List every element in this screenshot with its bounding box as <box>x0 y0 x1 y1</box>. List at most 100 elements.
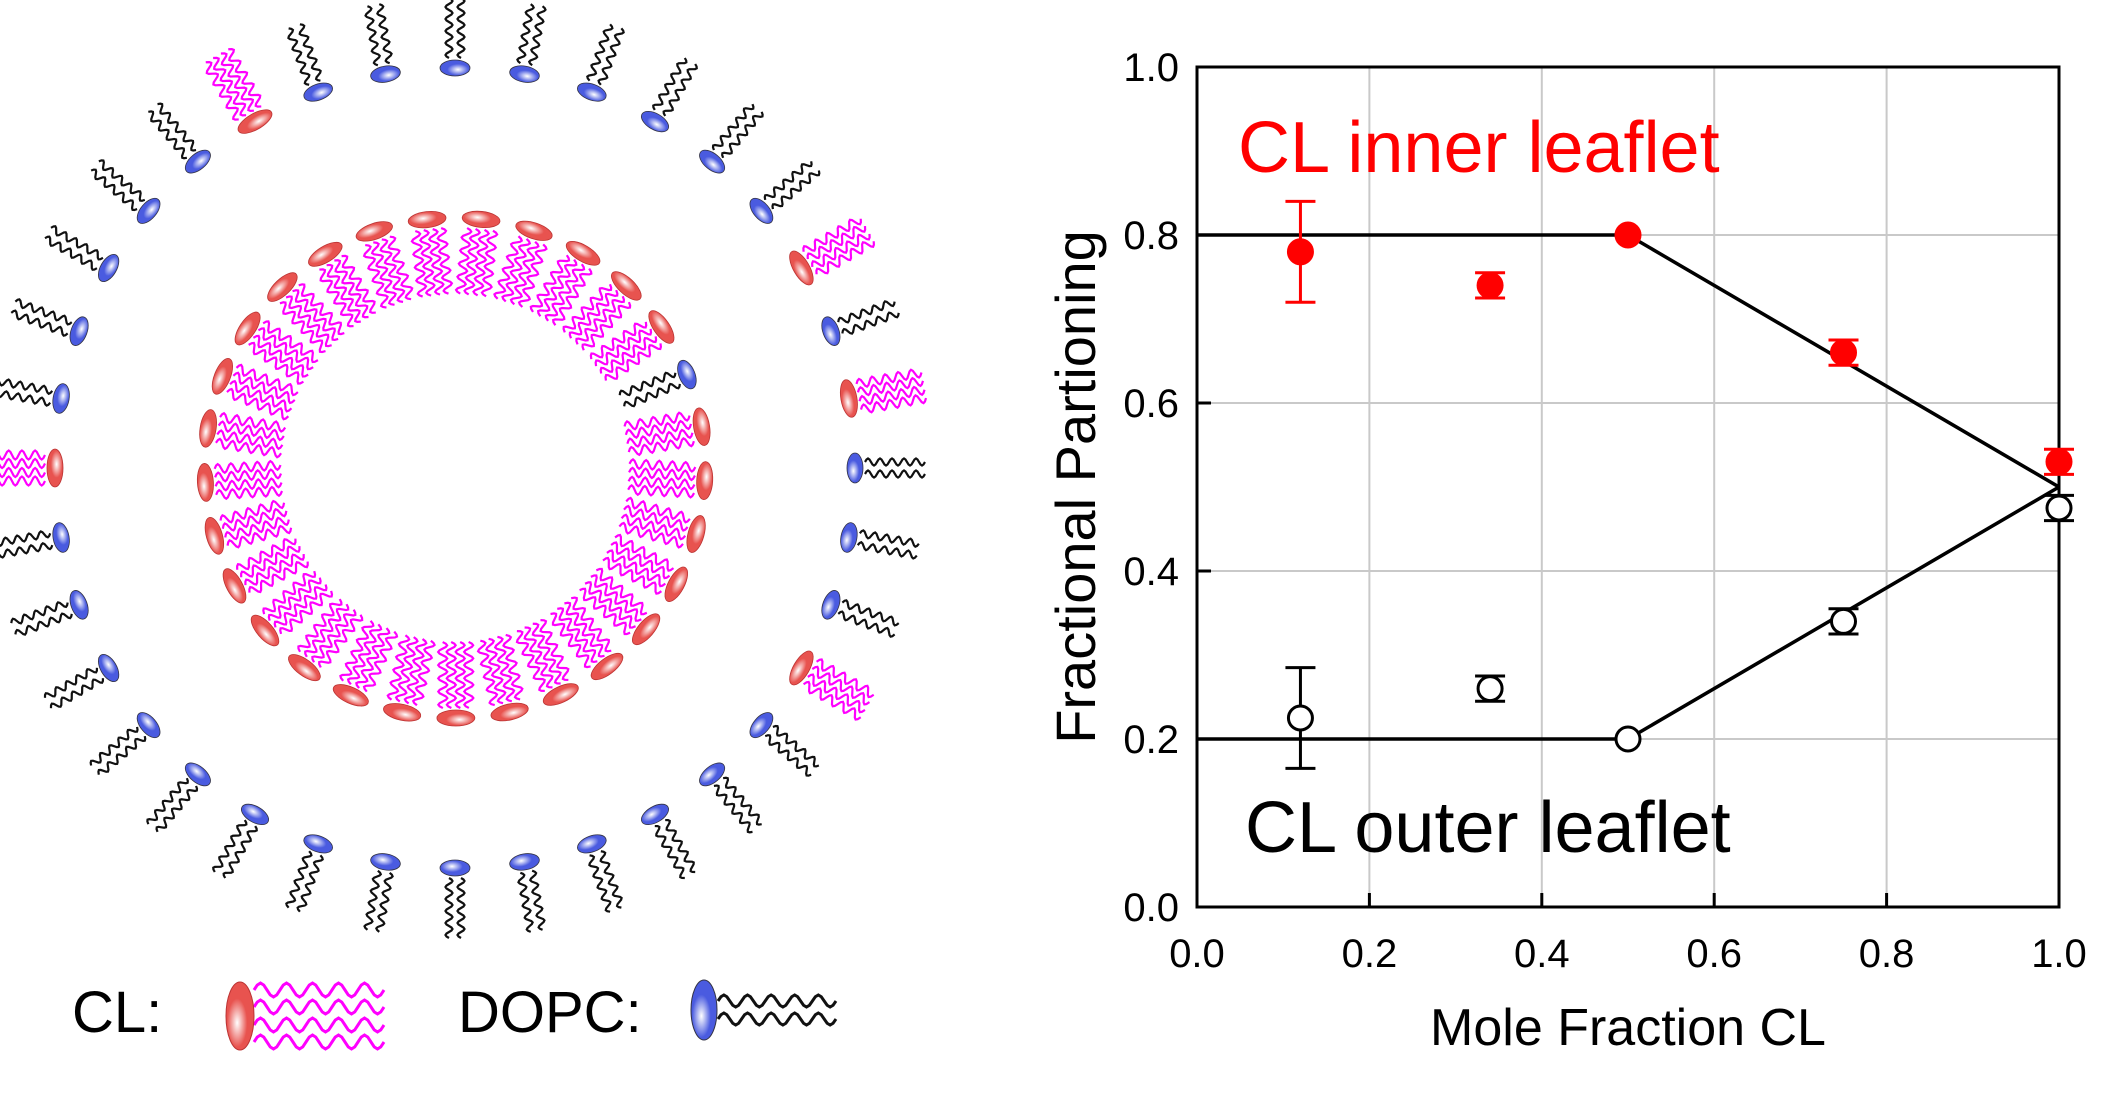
outer-leaflet-lipid <box>363 853 401 933</box>
x-tick-label: 0.6 <box>1686 932 1742 976</box>
inner-leaflet-lipid <box>407 210 454 298</box>
chart: 0.0 0.2 0.4 0.6 0.8 1.0 0.0 0.2 0.4 0.6 0.8 1.0 CL … <box>1044 46 2087 1057</box>
inner-leaflet-lipid <box>308 241 376 328</box>
outer-leaflet-lipid <box>364 3 401 83</box>
x-axis-label: Mole Fraction CL <box>1430 999 1826 1057</box>
model-line-outer <box>1197 485 2060 741</box>
outer-leaflet-lipid <box>439 0 471 77</box>
inner-leaflet-lipid <box>454 210 501 298</box>
outer-leaflet-lipid <box>699 103 764 174</box>
inner-leaflet-lipid <box>199 409 287 459</box>
vesicle-schematic <box>0 0 928 939</box>
legend-dopc-icon <box>690 979 838 1041</box>
inner-leaflet-lipid <box>332 620 399 707</box>
inner-leaflet-lipid <box>515 619 579 706</box>
annotation-inner-leaflet: CL inner leaflet <box>1238 108 1720 188</box>
data-point <box>2045 448 2073 476</box>
inner-leaflet-lipid <box>493 220 553 308</box>
outer-leaflet-lipid <box>699 762 762 834</box>
outer-leaflet-lipid <box>821 300 900 346</box>
y-tick-label: 0.0 <box>1123 886 1179 930</box>
inner-leaflet-lipid <box>602 533 689 602</box>
outer-leaflet-lipid <box>43 654 120 709</box>
x-tick-label: 0.0 <box>1169 932 1225 976</box>
outer-leaflet-lipid <box>509 853 546 933</box>
x-tick-label: 0.8 <box>1859 932 1915 976</box>
outer-leaflet-lipid <box>10 590 89 636</box>
outer-leaflet-lipid <box>287 23 333 102</box>
outer-leaflet-lipid <box>285 834 333 913</box>
data-point <box>1476 271 1504 299</box>
outer-leaflet-lipid <box>641 57 698 133</box>
inner-leaflet-lipid <box>383 634 436 722</box>
data-point <box>1286 704 1314 732</box>
data-point <box>1614 725 1642 753</box>
inner-leaflet-lipid <box>618 359 697 408</box>
outer-leaflet-lipid <box>44 225 120 282</box>
inner-leaflet-lipid <box>222 538 309 604</box>
outer-leaflet-lipid <box>789 218 875 286</box>
outer-leaflet-lipid <box>0 376 70 414</box>
legend-cl-label: CL: <box>72 980 162 1045</box>
outer-leaflet-lipid <box>205 48 273 134</box>
outer-leaflet-lipid <box>146 762 211 833</box>
inner-leaflet-lipid <box>288 598 364 682</box>
inner-leaflet-lipid <box>234 311 319 385</box>
inner-leaflet-lipid <box>436 640 476 727</box>
data-point <box>1476 675 1504 703</box>
inner-leaflet-lipid <box>618 496 706 553</box>
outer-leaflet-lipid <box>0 522 70 559</box>
y-tick-label: 0.8 <box>1123 214 1179 258</box>
data-point <box>2045 494 2073 522</box>
inner-leaflet-lipid <box>623 407 711 457</box>
outer-leaflet-lipid <box>10 298 89 346</box>
outer-leaflet-lipid <box>577 23 625 102</box>
outer-leaflet-lipid <box>0 448 64 488</box>
outer-leaflet-lipid <box>577 834 623 913</box>
ticks: 0.0 0.2 0.4 0.6 0.8 1.0 0.0 0.2 0.4 0.6 0.8 1.0 <box>1123 46 2086 976</box>
x-tick-label: 1.0 <box>2031 932 2087 976</box>
inner-leaflet-lipid <box>196 459 284 502</box>
outer-leaflet-lipid <box>509 3 547 83</box>
x-tick-label: 0.4 <box>1514 932 1570 976</box>
inner-leaflet-lipid <box>529 240 601 326</box>
y-tick-label: 0.2 <box>1123 718 1179 762</box>
inner-leaflet-lipid <box>562 271 642 351</box>
inner-leaflet-lipid <box>211 357 299 421</box>
inner-leaflet-lipid <box>204 499 293 555</box>
outer-leaflet-lipid <box>641 803 696 880</box>
y-tick-label: 1.0 <box>1123 46 1179 90</box>
inner-leaflet-lipid <box>627 458 714 500</box>
inner-leaflet-lipid <box>267 272 345 354</box>
inner-leaflet-lipid <box>250 570 334 647</box>
inner-leaflet-lipid <box>579 567 661 646</box>
y-axis-label: Fractional Partioning <box>1044 230 1107 744</box>
outer-leaflet-lipid <box>89 712 161 775</box>
x-tick-label: 0.2 <box>1342 932 1398 976</box>
model-line-inner <box>1197 233 2060 489</box>
outer-leaflet-lipid <box>789 650 875 721</box>
data-point <box>1286 238 1314 266</box>
outer-leaflet-lipid <box>212 803 269 879</box>
data-point <box>1830 607 1857 635</box>
grid <box>1197 67 2059 907</box>
legend-dopc-label: DOPC: <box>458 980 642 1045</box>
inner-leaflet-lipid <box>550 596 624 681</box>
y-tick-label: 0.4 <box>1123 550 1179 594</box>
outer-leaflet-lipid <box>749 712 820 777</box>
error-bars <box>1285 199 2074 770</box>
inner-leaflet-lipid <box>355 221 414 309</box>
outer-leaflet-lipid <box>749 161 821 224</box>
annotation-outer-leaflet: CL outer leaflet <box>1245 788 1731 868</box>
outer-leaflet-lipid <box>846 452 926 484</box>
inner-leaflet-lipid <box>476 633 529 722</box>
data-point <box>1830 339 1857 367</box>
inner-leaflet-lipid <box>589 310 675 381</box>
legend-cl-icon <box>225 981 386 1051</box>
outer-leaflet-lipid <box>90 159 161 224</box>
outer-leaflet-lipid <box>148 102 211 174</box>
model-lines <box>1197 233 2060 741</box>
data-point <box>1614 221 1642 249</box>
outer-leaflet-lipid <box>840 522 920 560</box>
